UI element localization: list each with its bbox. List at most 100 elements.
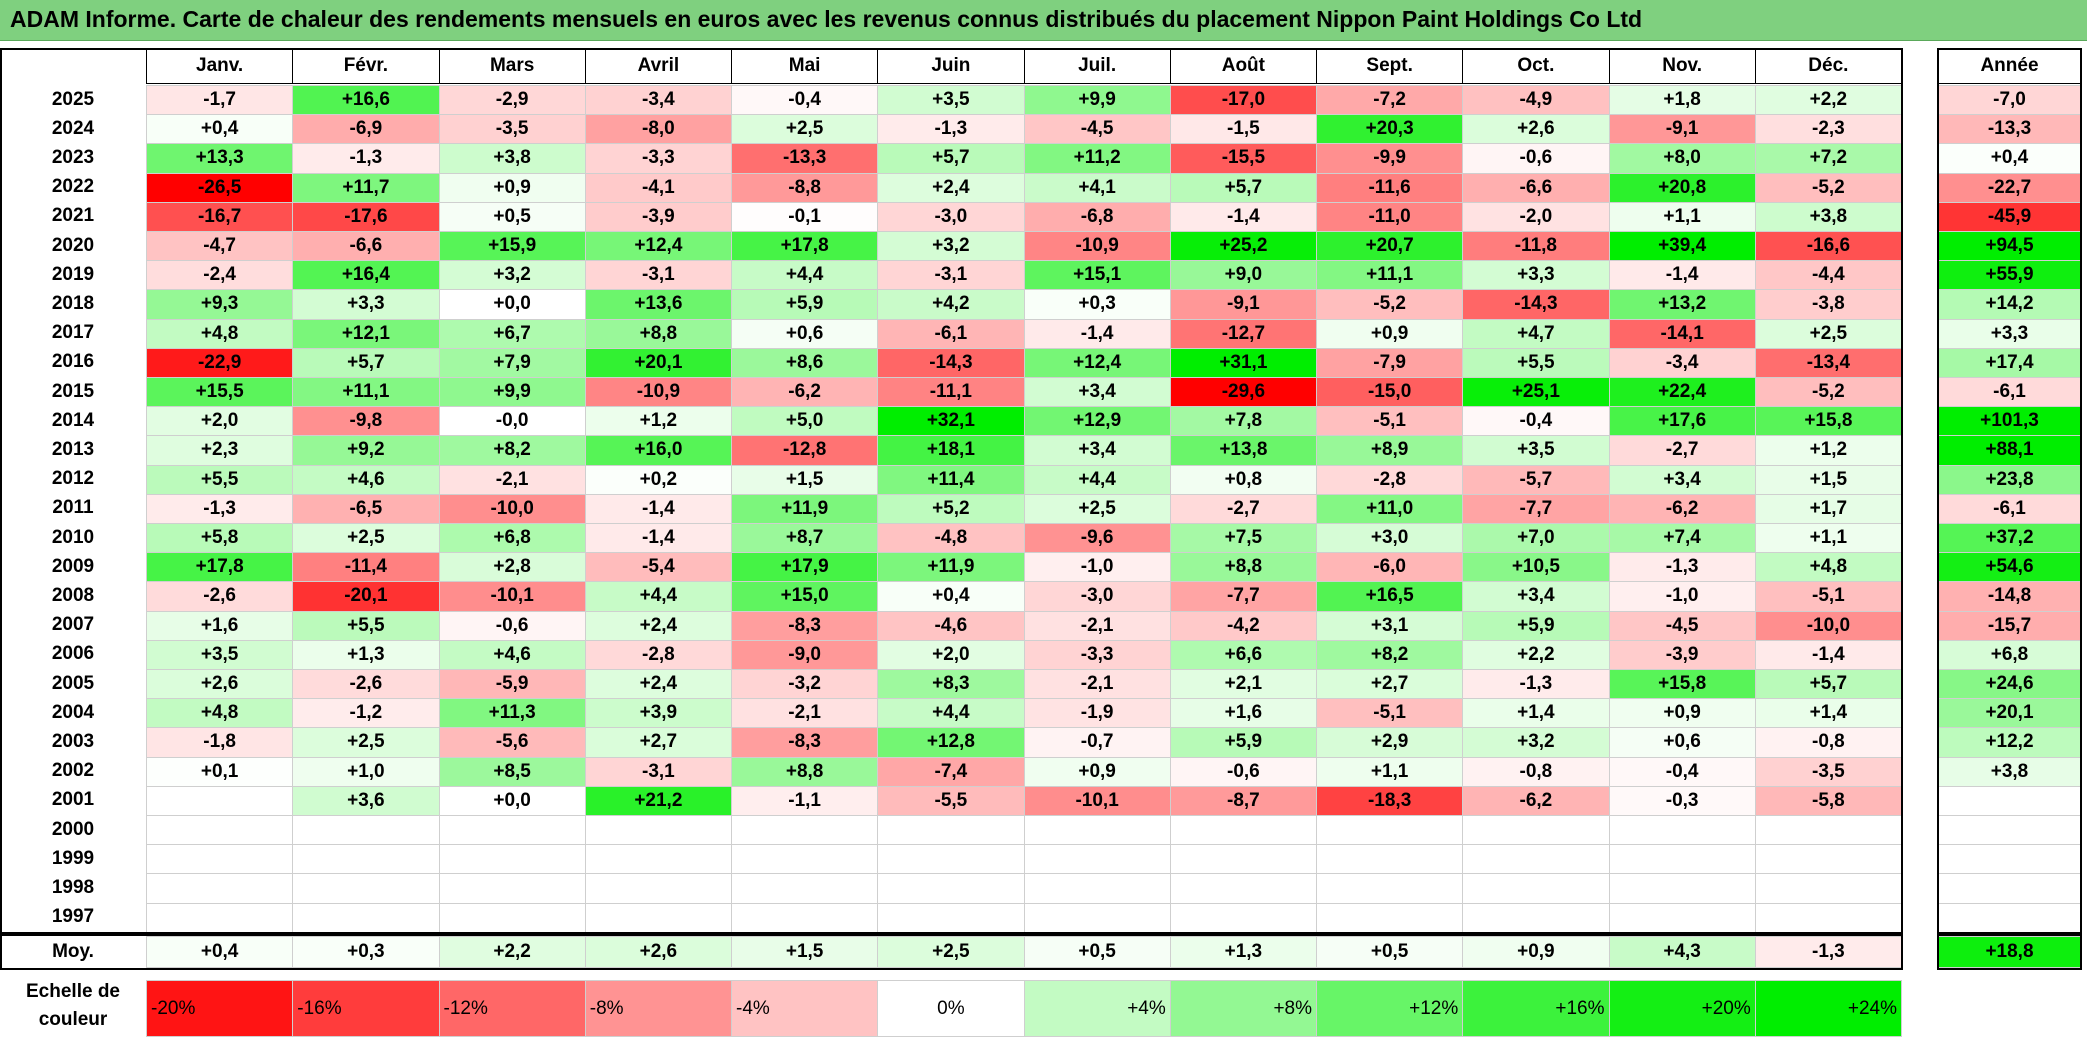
heatmap-cell: +5,0 (731, 406, 879, 437)
heatmap-cell: +1,5 (731, 464, 879, 495)
heatmap-cell: -6,0 (1316, 552, 1464, 583)
heatmap-cell: +11,3 (438, 698, 586, 729)
heatmap-cell: +2,6 (1462, 114, 1610, 145)
heatmap-cell: +0,9 (1316, 318, 1464, 349)
heatmap-cell (292, 815, 440, 846)
heatmap-cell: +1,3 (292, 639, 440, 670)
heatmap-cell: +2,5 (1023, 493, 1171, 524)
heatmap-cell: -2,1 (1023, 669, 1171, 700)
heatmap-cell: -4,5 (1023, 114, 1171, 145)
heatmap-cell (584, 873, 732, 904)
heatmap-cell (1316, 902, 1464, 933)
average-cell: +0,3 (292, 936, 440, 968)
heatmap-cell: +6,6 (1169, 639, 1317, 670)
heatmap-cell: -1,4 (1169, 201, 1317, 232)
year-label: 1999 (51, 847, 95, 869)
average-cell: +1,5 (731, 936, 879, 968)
heatmap-cell: -1,4 (584, 493, 732, 524)
heatmap-cell: -4,5 (1608, 610, 1756, 641)
heatmap-cell: -1,2 (292, 698, 440, 729)
heatmap-cell: -0,6 (1169, 756, 1317, 787)
heatmap-cell (146, 844, 294, 875)
heatmap-cell: -2,9 (438, 85, 586, 116)
heatmap-cell: +3,3 (1462, 260, 1610, 291)
heatmap-cell: -9,0 (731, 639, 879, 670)
heatmap-cell: +7,8 (1169, 406, 1317, 437)
year-label: 2016 (51, 351, 95, 373)
heatmap-cell: -5,4 (584, 552, 732, 583)
year-label: 2019 (51, 263, 95, 285)
heatmap-cell: +4,8 (146, 698, 294, 729)
year-label: 2009 (51, 555, 95, 577)
heatmap-cell: -1,0 (1023, 552, 1171, 583)
annual-cell (1938, 873, 2081, 904)
heatmap-cell: +2,7 (1316, 669, 1464, 700)
year-label: 2012 (51, 468, 95, 490)
average-cell: +2,5 (877, 936, 1025, 968)
heatmap-cell: -4,4 (1754, 260, 1902, 291)
heatmap-cell: +5,9 (1169, 727, 1317, 758)
heatmap-cell (438, 844, 586, 875)
year-label: 2007 (51, 614, 95, 636)
heatmap-cell: -3,9 (584, 201, 732, 232)
heatmap-cell: +15,8 (1754, 406, 1902, 437)
heatmap-cell: +7,0 (1462, 523, 1610, 554)
year-label: 2022 (51, 176, 95, 198)
heatmap-cell: +4,6 (292, 464, 440, 495)
heatmap-cell (731, 844, 879, 875)
heatmap-cell: +16,4 (292, 260, 440, 291)
heatmap-cell: +6,7 (438, 318, 586, 349)
heatmap-cell: +5,9 (1462, 610, 1610, 641)
heatmap-cell: +7,2 (1754, 143, 1902, 174)
average-cell: +1,3 (1169, 936, 1317, 968)
heatmap-cell: +12,4 (1023, 347, 1171, 378)
heatmap-cell: -10,1 (438, 581, 586, 612)
heatmap-cell (1754, 873, 1902, 904)
heatmap-cell: -11,4 (292, 552, 440, 583)
average-cell: +0,5 (1023, 936, 1171, 968)
heatmap-cell (1608, 844, 1756, 875)
month-header: Mai (731, 48, 879, 84)
heatmap-cell: -2,0 (1462, 201, 1610, 232)
heatmap-cell: +11,0 (1316, 493, 1464, 524)
heatmap-cell: -3,1 (584, 260, 732, 291)
heatmap-cell: +12,4 (584, 231, 732, 262)
heatmap-cell: -0,1 (731, 201, 879, 232)
heatmap-cell: -2,3 (1754, 114, 1902, 145)
annual-cell: -6,1 (1938, 377, 2081, 408)
heatmap-cell: +15,9 (438, 231, 586, 262)
year-label: 2018 (51, 292, 95, 314)
heatmap-cell: -1,7 (146, 85, 294, 116)
heatmap-cell: -6,1 (877, 318, 1025, 349)
heatmap-cell: -5,8 (1754, 785, 1902, 816)
heatmap-cell (1462, 815, 1610, 846)
heatmap-cell: -16,7 (146, 201, 294, 232)
heatmap-cell: +1,1 (1608, 201, 1756, 232)
heatmap-cell (1754, 815, 1902, 846)
heatmap-cell: -6,6 (1462, 172, 1610, 203)
heatmap-cell: +3,3 (292, 289, 440, 320)
heatmap-cell: +3,4 (1462, 581, 1610, 612)
legend-step: +16% (1462, 980, 1610, 1037)
annual-cell: -6,1 (1938, 493, 2081, 524)
annual-cell: +20,1 (1938, 698, 2081, 729)
annual-cell: +23,8 (1938, 464, 2081, 495)
heatmap-cell: -7,7 (1462, 493, 1610, 524)
heatmap-cell: +9,9 (438, 377, 586, 408)
heatmap-cell: +2,9 (1316, 727, 1464, 758)
heatmap-cell (731, 873, 879, 904)
heatmap-cell: +4,4 (877, 698, 1025, 729)
heatmap-cell (438, 815, 586, 846)
annual-cell: +12,2 (1938, 727, 2081, 758)
heatmap-cell: -3,5 (1754, 756, 1902, 787)
heatmap-cell: -8,3 (731, 610, 879, 641)
annual-cell: +14,2 (1938, 289, 2081, 320)
heatmap-cell: +3,1 (1316, 610, 1464, 641)
heatmap-cell: -1,3 (146, 493, 294, 524)
heatmap-cell: -14,1 (1608, 318, 1756, 349)
heatmap-cell: +3,2 (1462, 727, 1610, 758)
heatmap-cell (877, 873, 1025, 904)
heatmap-cell: +21,2 (584, 785, 732, 816)
heatmap-cell: +3,8 (438, 143, 586, 174)
